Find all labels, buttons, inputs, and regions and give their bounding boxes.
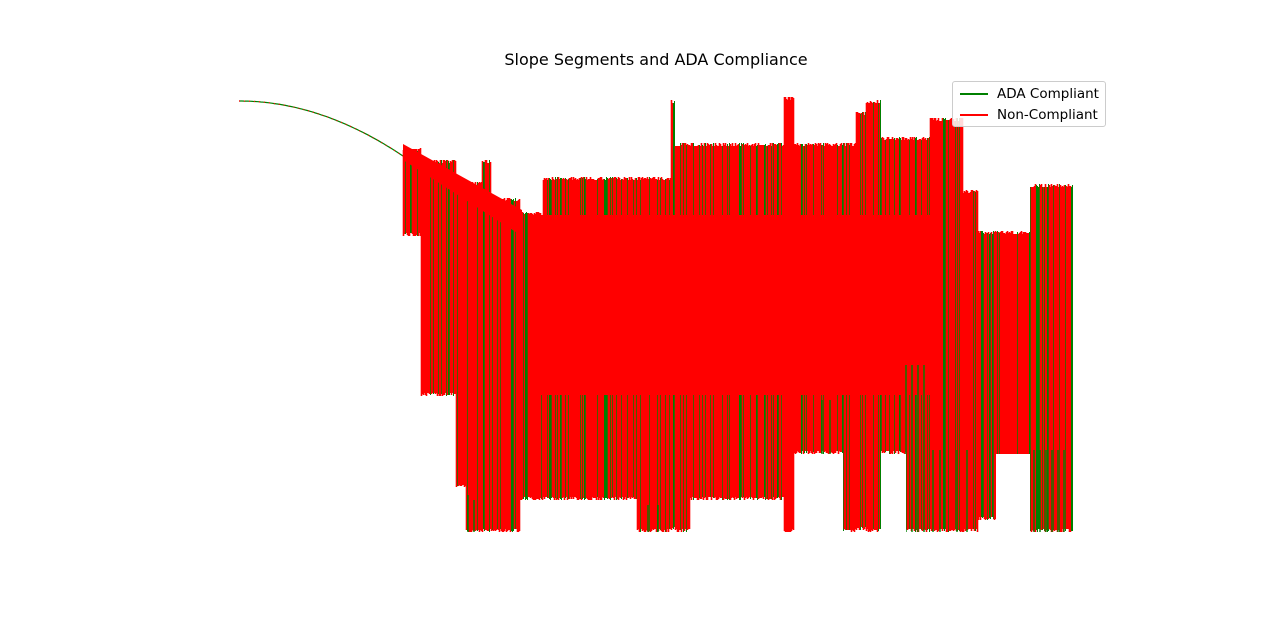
gap-region [881,454,906,534]
noncompliant-core [540,215,940,395]
noncompliant-curve-dashes [239,100,404,157]
legend-item-ada-compliant: ADA Compliant [960,84,1099,104]
legend-swatch-green [960,93,988,95]
legend: ADA Compliant Non-Compliant [952,81,1106,127]
legend-label-ada-compliant: ADA Compliant [997,86,1099,102]
gap-region [797,454,843,534]
gap-region [996,454,1030,534]
legend-item-non-compliant: Non-Compliant [960,105,1098,125]
segments-layer [239,97,1073,534]
legend-swatch-red [960,114,988,116]
compliant-curve [239,100,404,157]
legend-label-non-compliant: Non-Compliant [997,107,1098,123]
noncompliant-ridge [403,144,522,236]
chart-title: Slope Segments and ADA Compliance [504,50,808,69]
